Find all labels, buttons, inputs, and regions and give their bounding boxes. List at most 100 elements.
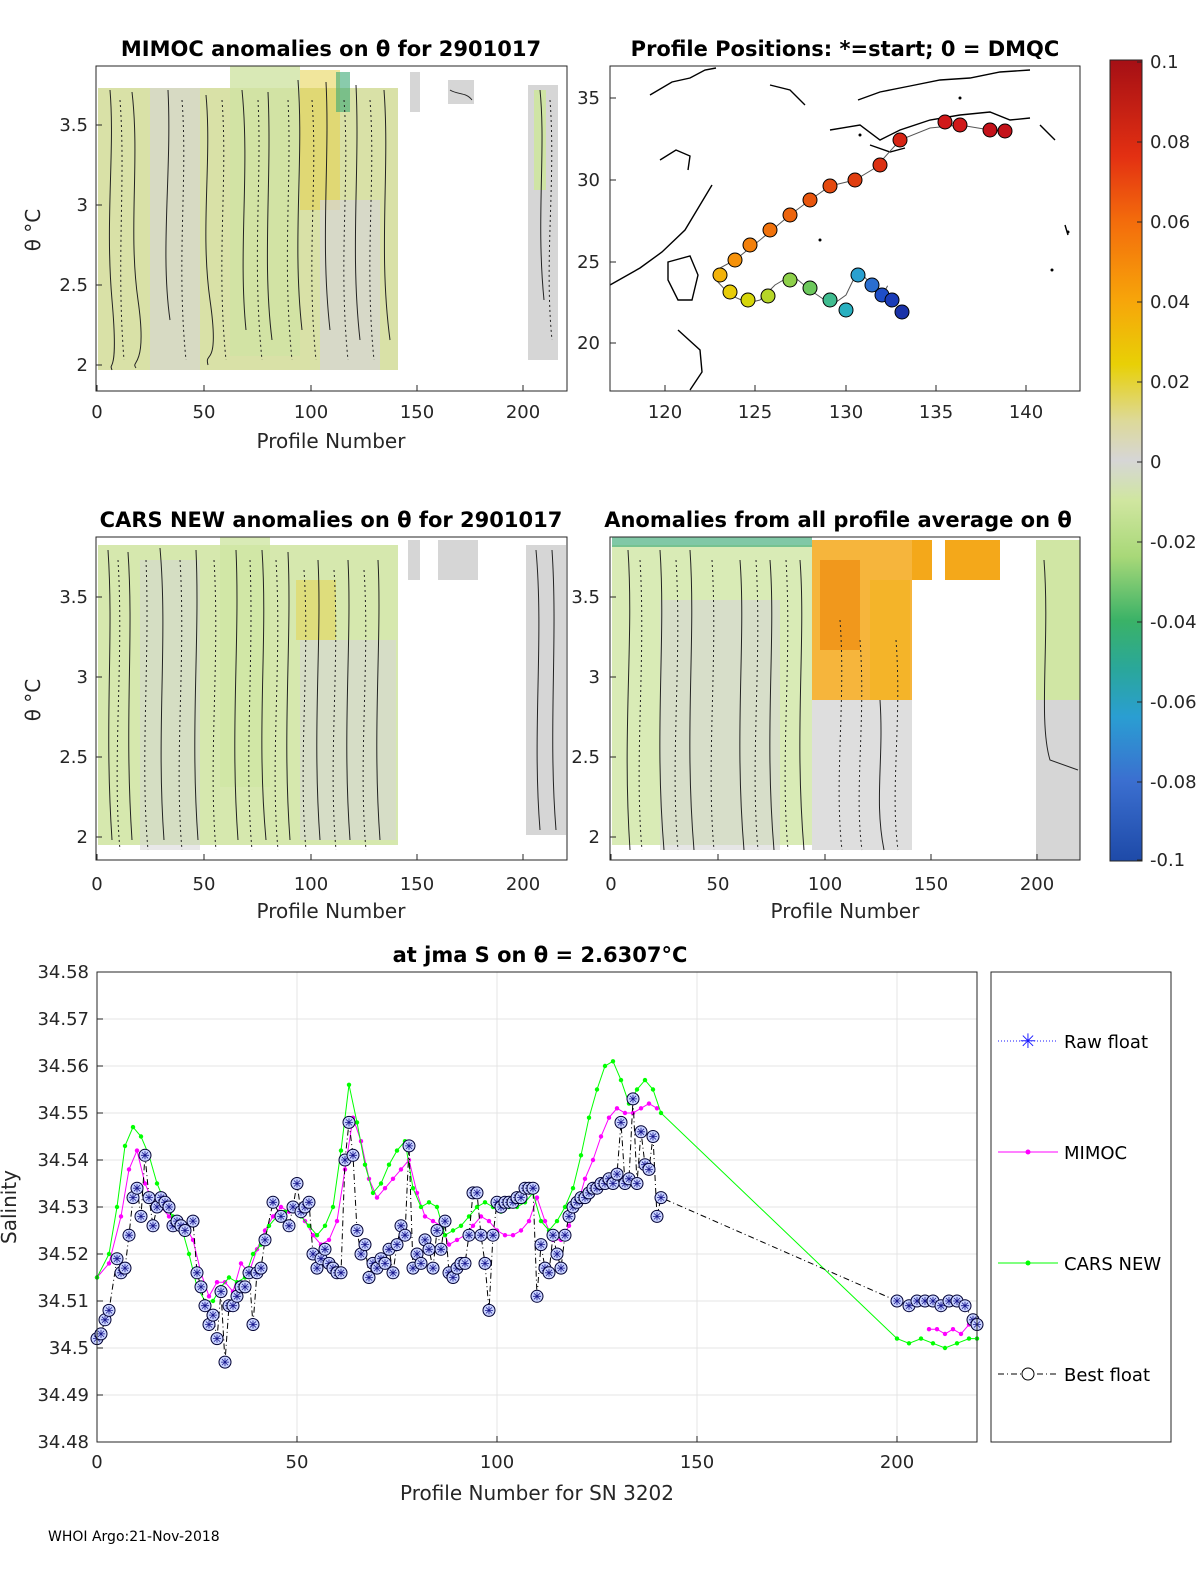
- cars-new-point: [426, 1200, 432, 1205]
- mimoc-tail-point: [942, 1331, 948, 1337]
- raw-float-point: [121, 1264, 129, 1273]
- colorbar-tick: 0: [1150, 452, 1161, 473]
- raw-float-point: [149, 1221, 157, 1230]
- raw-float-point: [549, 1231, 557, 1240]
- map-xtick: 130: [829, 402, 863, 423]
- raw-float-point: [417, 1259, 425, 1268]
- avg-xtick: 200: [1020, 874, 1054, 895]
- cars-new-point: [458, 1223, 464, 1229]
- raw-float-point: [557, 1264, 565, 1273]
- mimoc-point: [238, 1261, 244, 1266]
- y-tick-label: 34.52: [37, 1244, 89, 1265]
- raw-float-point: [113, 1254, 121, 1263]
- cars-new-point: [618, 1077, 624, 1083]
- cars-new-point: [250, 1251, 256, 1257]
- x-tick-label: 150: [680, 1452, 714, 1473]
- raw-float-point: [241, 1282, 249, 1291]
- raw-float-point: [609, 1179, 617, 1188]
- mimoc-point: [326, 1237, 332, 1243]
- cars-ytick: 2: [77, 827, 88, 848]
- cars-new-point: [602, 1063, 608, 1069]
- avg-ytick: 2: [589, 827, 600, 848]
- raw-float-point: [645, 1165, 653, 1174]
- cars-new-point: [114, 1204, 120, 1210]
- raw-float-point: [249, 1320, 257, 1329]
- raw-float-point: [357, 1250, 365, 1258]
- mimoc-point: [430, 1218, 436, 1224]
- raw-float-point: [125, 1231, 133, 1240]
- cars-xtick: 150: [400, 874, 434, 895]
- colorbar-tick: 0.08: [1150, 132, 1190, 153]
- mimoc-xtick: 0: [91, 402, 102, 423]
- map-xtick: 120: [648, 402, 682, 423]
- mimoc-title: MIMOC anomalies on θ for 2901017: [121, 37, 541, 61]
- mimoc-point: [270, 1214, 276, 1219]
- raw-float-point: [137, 1212, 145, 1221]
- mimoc-point: [526, 1218, 532, 1224]
- map-xtick: 125: [738, 402, 772, 423]
- mimoc-point: [390, 1176, 396, 1182]
- map-start-marker: *: [883, 273, 893, 297]
- y-tick-label: 34.54: [37, 1150, 89, 1171]
- colorbar-tick: -0.04: [1150, 612, 1197, 633]
- cars-xtick: 50: [193, 874, 216, 895]
- mimoc-point: [646, 1101, 652, 1106]
- cars-title: CARS NEW anomalies on θ for 2901017: [100, 508, 563, 532]
- raw-float-point: [289, 1203, 297, 1211]
- cars-new-point: [906, 1341, 912, 1346]
- legend-best-float: Best float: [1064, 1365, 1150, 1386]
- cars-new-point: [594, 1087, 600, 1092]
- raw-float-point: [905, 1301, 913, 1310]
- raw-float-point: [481, 1259, 489, 1268]
- raw-float-point: [361, 1240, 369, 1249]
- mimoc-point: [166, 1214, 172, 1219]
- cars-ytick: 2.5: [59, 747, 88, 768]
- avg-xtick: 100: [808, 874, 842, 895]
- avg-ytick: 2.5: [571, 747, 600, 768]
- y-tick-label: 34.56: [37, 1056, 89, 1077]
- colorbar-tick: 0.06: [1150, 212, 1190, 233]
- cars-new-point: [386, 1162, 392, 1167]
- mimoc-point: [566, 1223, 572, 1229]
- mimoc-point: [142, 1181, 148, 1186]
- raw-float-point: [181, 1226, 189, 1235]
- cars-new-point: [658, 1110, 664, 1116]
- mimoc-xtick: 150: [400, 402, 434, 423]
- cars-xlabel: Profile Number: [257, 899, 407, 923]
- raw-float-point: [305, 1198, 313, 1207]
- y-tick-label: 34.51: [37, 1291, 89, 1312]
- cars-ylabel: θ °C: [21, 679, 45, 722]
- raw-float-point: [313, 1264, 321, 1273]
- mimoc-point: [598, 1134, 604, 1139]
- raw-float-point: [257, 1264, 265, 1273]
- mimoc-point: [518, 1228, 524, 1233]
- raw-float-point: [561, 1231, 569, 1240]
- cars-marker-icon: [1025, 1260, 1031, 1266]
- mimoc-point: [398, 1167, 404, 1172]
- raw-float-point: [929, 1297, 937, 1305]
- raw-float-point: [945, 1297, 953, 1305]
- mimoc-tail-point: [926, 1327, 932, 1332]
- mimoc-ytick: 3: [77, 195, 88, 216]
- colorbar-tick: -0.06: [1150, 692, 1197, 713]
- raw-float-point: [97, 1329, 105, 1338]
- raw-float-point: [653, 1212, 661, 1221]
- mimoc-point: [126, 1167, 132, 1172]
- raw-float-point: [269, 1198, 277, 1207]
- avg-ytick: 3.5: [571, 587, 600, 608]
- cars-new-point: [418, 1204, 424, 1210]
- mimoc-point: [470, 1223, 476, 1229]
- avg-xtick: 50: [707, 874, 730, 895]
- raw-float-point: [425, 1245, 433, 1254]
- raw-float-point: [285, 1221, 293, 1230]
- colorbar-tick: 0.1: [1150, 52, 1179, 73]
- map-xtick: 140: [1009, 402, 1043, 423]
- cars-new-point: [410, 1186, 416, 1191]
- raw-float-point: [381, 1259, 389, 1268]
- y-tick-label: 34.57: [37, 1009, 89, 1030]
- raw-float-point: [105, 1306, 113, 1315]
- chart-title: at jma S on θ = 2.6307°C: [393, 943, 688, 967]
- raw-float-point: [321, 1245, 329, 1254]
- mimoc-point: [446, 1242, 452, 1247]
- cars-new-point: [434, 1204, 440, 1210]
